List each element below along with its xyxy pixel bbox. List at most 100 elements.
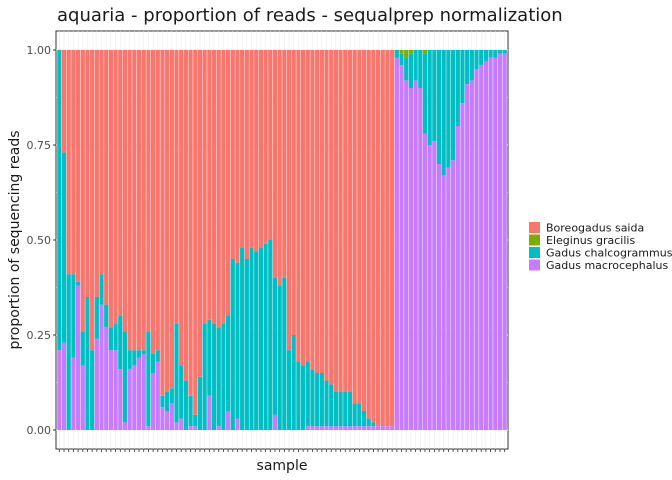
bar-segment-gadus-macrocephalus [357, 426, 362, 430]
bar-segment-boreogadus-saida [319, 50, 324, 373]
bar-segment-gadus-chalcogrammus [150, 354, 156, 373]
bar-segment-gadus-chalcogrammus [221, 323, 226, 430]
bar-segment-boreogadus-saida [122, 50, 128, 332]
bar-segment-gadus-macrocephalus [413, 80, 418, 431]
bar-segment-gadus-chalcogrammus [441, 50, 446, 176]
bar-segment-gadus-chalcogrammus [85, 297, 90, 430]
bar-segment-boreogadus-saida [282, 50, 287, 278]
bar-segment-gadus-macrocephalus [104, 327, 109, 430]
bar-segment-eleginus-gracilis [422, 50, 428, 54]
bar-segment-gadus-chalcogrammus [113, 323, 118, 351]
bar-segment-gadus-macrocephalus [432, 141, 437, 430]
bar-segment-boreogadus-saida [343, 50, 348, 392]
bar-segment-boreogadus-saida [352, 50, 357, 404]
bar-segment-boreogadus-saida [329, 50, 334, 385]
bar-segment-boreogadus-saida [146, 50, 151, 332]
bar-segment-gadus-macrocephalus [338, 426, 343, 430]
bar-segment-gadus-macrocephalus [80, 365, 85, 430]
bar-segment-boreogadus-saida [221, 50, 226, 324]
bar-segment-gadus-macrocephalus [479, 65, 484, 430]
bar-segment-gadus-macrocephalus [390, 426, 395, 430]
bar-segment-boreogadus-saida [169, 50, 174, 389]
bar-segment-boreogadus-saida [132, 50, 137, 351]
bar-segment-gadus-macrocephalus [446, 167, 451, 431]
bar-segment-gadus-chalcogrammus [90, 350, 95, 430]
bar-segment-gadus-macrocephalus [315, 426, 320, 430]
bar-segment-boreogadus-saida [338, 50, 343, 392]
bar-segment-gadus-chalcogrammus [413, 50, 418, 81]
bar-segment-gadus-macrocephalus [207, 395, 212, 430]
bar-segment-boreogadus-saida [90, 50, 95, 351]
bar-segment-gadus-macrocephalus [75, 285, 81, 430]
bar-segment-gadus-chalcogrammus [244, 259, 249, 430]
bar-segment-gadus-chalcogrammus [254, 251, 259, 430]
bar-segment-boreogadus-saida [300, 50, 306, 366]
bar-segment-gadus-macrocephalus [118, 369, 123, 430]
bar-segment-boreogadus-saida [235, 50, 240, 263]
bar-segment-gadus-chalcogrammus [193, 414, 198, 427]
bar-segment-gadus-macrocephalus [427, 145, 432, 430]
bar-segment-boreogadus-saida [249, 50, 254, 248]
bar-segment-boreogadus-saida [183, 50, 189, 381]
bar-segment-boreogadus-saida [366, 50, 371, 419]
bar-segment-gadus-macrocephalus [465, 84, 470, 430]
bar-segment-boreogadus-saida [75, 50, 81, 282]
x-axis [58, 449, 506, 452]
bar-segment-boreogadus-saida [268, 50, 273, 240]
bar-segment-boreogadus-saida [277, 50, 282, 286]
bar-segment-gadus-macrocephalus [404, 80, 409, 431]
bar-segment-boreogadus-saida [286, 50, 292, 351]
bar-segment-gadus-chalcogrammus [277, 285, 282, 430]
bar-segment-boreogadus-saida [94, 50, 99, 297]
y-tick-label: 0.25 [27, 329, 52, 342]
bar-segment-boreogadus-saida [193, 50, 198, 415]
bar-segment-boreogadus-saida [305, 50, 310, 362]
bar-segment-gadus-macrocephalus [450, 160, 456, 430]
bar-segment-gadus-chalcogrammus [488, 50, 493, 58]
bar-segment-gadus-chalcogrammus [352, 403, 357, 427]
bar-segment-gadus-chalcogrammus [211, 323, 217, 430]
bar-segment-gadus-chalcogrammus [394, 50, 399, 58]
bar-segment-gadus-macrocephalus [493, 57, 498, 430]
legend-key-boreogadus-saida [529, 222, 540, 233]
bar-segment-gadus-chalcogrammus [235, 262, 240, 419]
bar-segment-gadus-chalcogrammus [460, 50, 465, 104]
bar-segment-gadus-chalcogrammus [146, 331, 151, 427]
bar-segment-gadus-macrocephalus [136, 357, 142, 430]
bar-segment-gadus-macrocephalus [188, 426, 193, 430]
bar-segment-gadus-chalcogrammus [160, 395, 165, 408]
bar-segment-gadus-chalcogrammus [141, 350, 146, 354]
bar-segment-gadus-chalcogrammus [502, 50, 507, 54]
bar-segment-gadus-chalcogrammus [347, 392, 353, 427]
bar-segment-gadus-chalcogrammus [310, 369, 315, 427]
bar-segment-gadus-chalcogrammus [324, 380, 329, 427]
bar-segment-gadus-chalcogrammus [169, 388, 174, 404]
bar-segment-gadus-chalcogrammus [305, 361, 310, 427]
bar-segment-gadus-chalcogrammus [291, 335, 296, 430]
bar-segment-gadus-chalcogrammus [315, 373, 320, 427]
bar-segment-gadus-chalcogrammus [207, 319, 212, 396]
bar-segment-boreogadus-saida [333, 50, 339, 392]
bar-segment-gadus-macrocephalus [436, 164, 442, 430]
y-tick-label: 0.75 [27, 139, 52, 152]
bar-segment-boreogadus-saida [118, 50, 123, 316]
bars [57, 50, 507, 431]
bar-segment-gadus-chalcogrammus [479, 50, 484, 66]
bar-segment-boreogadus-saida [99, 50, 104, 275]
bar-segment-gadus-chalcogrammus [225, 316, 231, 411]
bar-segment-gadus-chalcogrammus [71, 274, 76, 358]
y-tick-label: 0.50 [27, 234, 52, 247]
bar-segment-gadus-macrocephalus [174, 422, 179, 430]
bar-segment-boreogadus-saida [155, 50, 160, 351]
bar-segment-boreogadus-saida [71, 50, 76, 275]
bar-segment-gadus-macrocephalus [108, 350, 114, 430]
bar-segment-gadus-macrocephalus [399, 65, 404, 430]
y-axis-title: proportion of sequencing reads [7, 130, 23, 349]
bar-segment-gadus-macrocephalus [169, 403, 174, 430]
bar-segment-gadus-chalcogrammus [361, 411, 367, 427]
bar-segment-boreogadus-saida [230, 50, 235, 259]
bar-segment-gadus-chalcogrammus [183, 380, 189, 430]
bar-segment-gadus-macrocephalus [155, 361, 160, 430]
bar-segment-gadus-chalcogrammus [282, 278, 287, 430]
